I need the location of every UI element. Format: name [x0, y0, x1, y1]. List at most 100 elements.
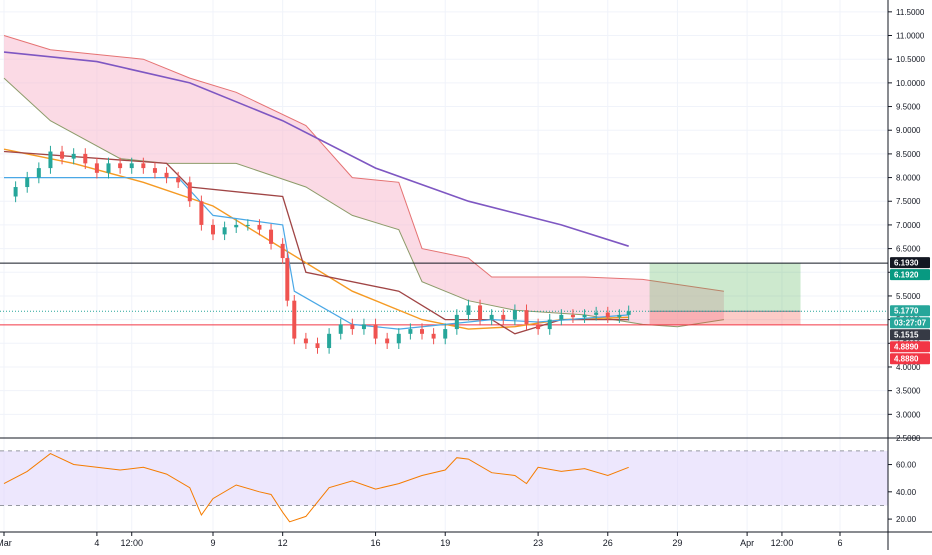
kijun-line: [3, 150, 629, 335]
price-tick-label: 7.5000: [896, 197, 921, 206]
candle-body: [350, 324, 355, 330]
price-series: [13, 145, 631, 354]
candle-body: [187, 182, 192, 202]
candle-body: [60, 151, 65, 159]
candle-body: [570, 314, 575, 318]
candle-body: [547, 319, 552, 330]
tenkan-line: [4, 177, 629, 330]
candle-body: [118, 163, 123, 169]
price-tick-label: 10.0000: [896, 79, 925, 88]
candle-body: [361, 324, 366, 330]
candle-body: [605, 312, 610, 318]
price-tick-label: 9.0000: [896, 126, 921, 135]
candle-body: [524, 310, 529, 325]
price-tick-label: 7.0000: [896, 221, 921, 230]
time-tick-label: 12:00: [120, 538, 143, 548]
candle-body: [408, 329, 413, 334]
price-tag-box: [890, 305, 930, 317]
rsi-tick-label: 60.00: [896, 461, 917, 470]
time-tick-label: 29: [672, 538, 682, 548]
candle-body: [489, 314, 494, 320]
price-tag-label: 5.1770: [894, 307, 919, 316]
price-tick-label: 11.5000: [896, 8, 925, 17]
time-tick-label: 4: [94, 538, 99, 548]
position-stop-zone: [649, 311, 801, 325]
time-tick-label: 9: [210, 538, 215, 548]
ma-purple-line: [3, 51, 629, 247]
candle-body: [71, 153, 76, 159]
candle-body: [443, 329, 448, 339]
candle-body: [36, 168, 41, 178]
candle-body: [327, 333, 332, 349]
candle-body: [152, 168, 157, 173]
rsi-line: [3, 453, 629, 523]
position-tool[interactable]: [649, 263, 801, 325]
indicator-lines: [3, 51, 629, 335]
time-tick-label: 12: [278, 538, 288, 548]
price-tag-box: [890, 269, 930, 281]
candle-body: [94, 163, 99, 173]
price-tag-box: [890, 317, 930, 329]
price-tick-label: 6.5000: [896, 245, 921, 254]
price-tick-label: 3.5000: [896, 387, 921, 396]
candle-body: [234, 224, 239, 228]
price-tag-box: [890, 353, 930, 365]
price-tick-label: 10.5000: [896, 55, 925, 64]
price-tick-label: 4.0000: [896, 363, 921, 372]
candle-body: [292, 300, 297, 339]
candle-body: [141, 163, 146, 169]
price-tags: 6.1930 6.1920 5.1770 03:27:07 5.1515 4.8890 4.…: [890, 257, 930, 365]
price-tag-box: [890, 257, 930, 269]
price-tick-label: 5.5000: [896, 292, 921, 301]
candle-body: [176, 177, 181, 183]
time-tick-label: Apr: [740, 538, 754, 548]
price-tag-label: 03:27:07: [894, 319, 927, 328]
rsi-tick-label: 40.00: [896, 488, 917, 497]
candle-body: [25, 177, 30, 188]
time-tick-label: 26: [603, 538, 613, 548]
candle-body: [106, 163, 111, 173]
candle-body: [501, 314, 506, 320]
candle-body: [420, 329, 424, 334]
time-tick-label: 12:00: [771, 538, 794, 548]
candle-body: [617, 314, 622, 318]
candle-body: [373, 324, 378, 339]
ichimoku-cloud: [3, 35, 724, 328]
rsi-pane: [0, 437, 932, 523]
price-tag-label: 5.1515: [894, 331, 919, 340]
candle-body: [315, 343, 320, 349]
cloud-upper-line: [3, 35, 724, 292]
time-tick-label: Mar: [0, 538, 12, 548]
candle-body: [129, 163, 134, 169]
candle-body: [257, 224, 262, 230]
time-tick-label: 6: [837, 538, 842, 548]
price-tag-label: 4.8890: [894, 343, 919, 352]
candle-body: [559, 314, 564, 320]
rsi-band: [0, 450, 888, 506]
price-tick-label: 8.0000: [896, 174, 921, 183]
price-tag-box: [890, 341, 930, 353]
candle-body: [594, 312, 599, 315]
candle-body: [245, 224, 250, 226]
ma-orange-line: [3, 148, 629, 330]
time-tick-label: 19: [440, 538, 450, 548]
time-tick-label: 16: [371, 538, 381, 548]
candle-body: [582, 314, 587, 318]
candle-body: [269, 229, 274, 244]
position-profit-zone: [649, 263, 801, 312]
candle-body: [48, 151, 53, 169]
candle-body: [431, 333, 436, 339]
candle-body: [222, 227, 227, 235]
candle-body: [536, 324, 541, 330]
candle-body: [454, 314, 459, 330]
candle-body: [211, 224, 215, 235]
price-tick-label: 9.5000: [896, 103, 921, 112]
price-tag-label: 6.1920: [894, 271, 919, 280]
candle-body: [385, 338, 390, 344]
time-tick-label: 23: [533, 538, 543, 548]
candle-body: [285, 258, 290, 301]
candle-body: [164, 172, 169, 178]
price-tick-label: 3.0000: [896, 410, 921, 419]
